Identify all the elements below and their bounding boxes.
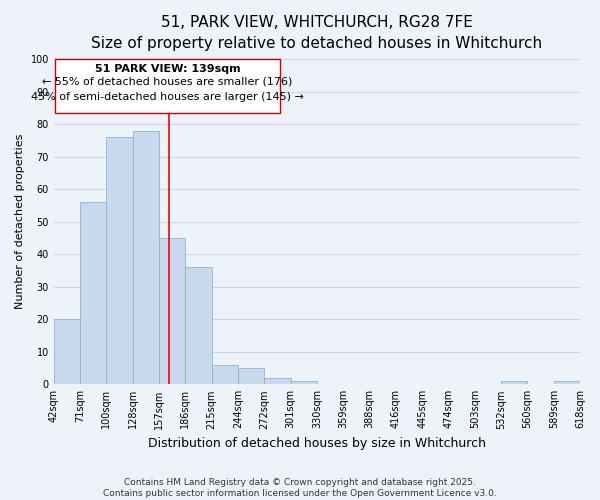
- Text: Contains HM Land Registry data © Crown copyright and database right 2025.
Contai: Contains HM Land Registry data © Crown c…: [103, 478, 497, 498]
- Bar: [80, 202, 106, 384]
- FancyBboxPatch shape: [55, 59, 280, 113]
- Bar: [554, 381, 580, 384]
- Title: 51, PARK VIEW, WHITCHURCH, RG28 7FE
Size of property relative to detached houses: 51, PARK VIEW, WHITCHURCH, RG28 7FE Size…: [91, 15, 542, 51]
- Bar: [106, 137, 133, 384]
- Text: 45% of semi-detached houses are larger (145) →: 45% of semi-detached houses are larger (…: [31, 92, 304, 102]
- Bar: [185, 267, 212, 384]
- Text: 51 PARK VIEW: 139sqm: 51 PARK VIEW: 139sqm: [95, 64, 241, 74]
- Bar: [54, 320, 80, 384]
- Text: ← 55% of detached houses are smaller (176): ← 55% of detached houses are smaller (17…: [43, 77, 293, 87]
- Bar: [159, 238, 185, 384]
- Bar: [264, 378, 290, 384]
- Bar: [290, 381, 317, 384]
- Bar: [212, 365, 238, 384]
- Bar: [501, 381, 527, 384]
- Bar: [238, 368, 264, 384]
- Bar: [133, 130, 159, 384]
- Y-axis label: Number of detached properties: Number of detached properties: [15, 134, 25, 310]
- X-axis label: Distribution of detached houses by size in Whitchurch: Distribution of detached houses by size …: [148, 437, 486, 450]
